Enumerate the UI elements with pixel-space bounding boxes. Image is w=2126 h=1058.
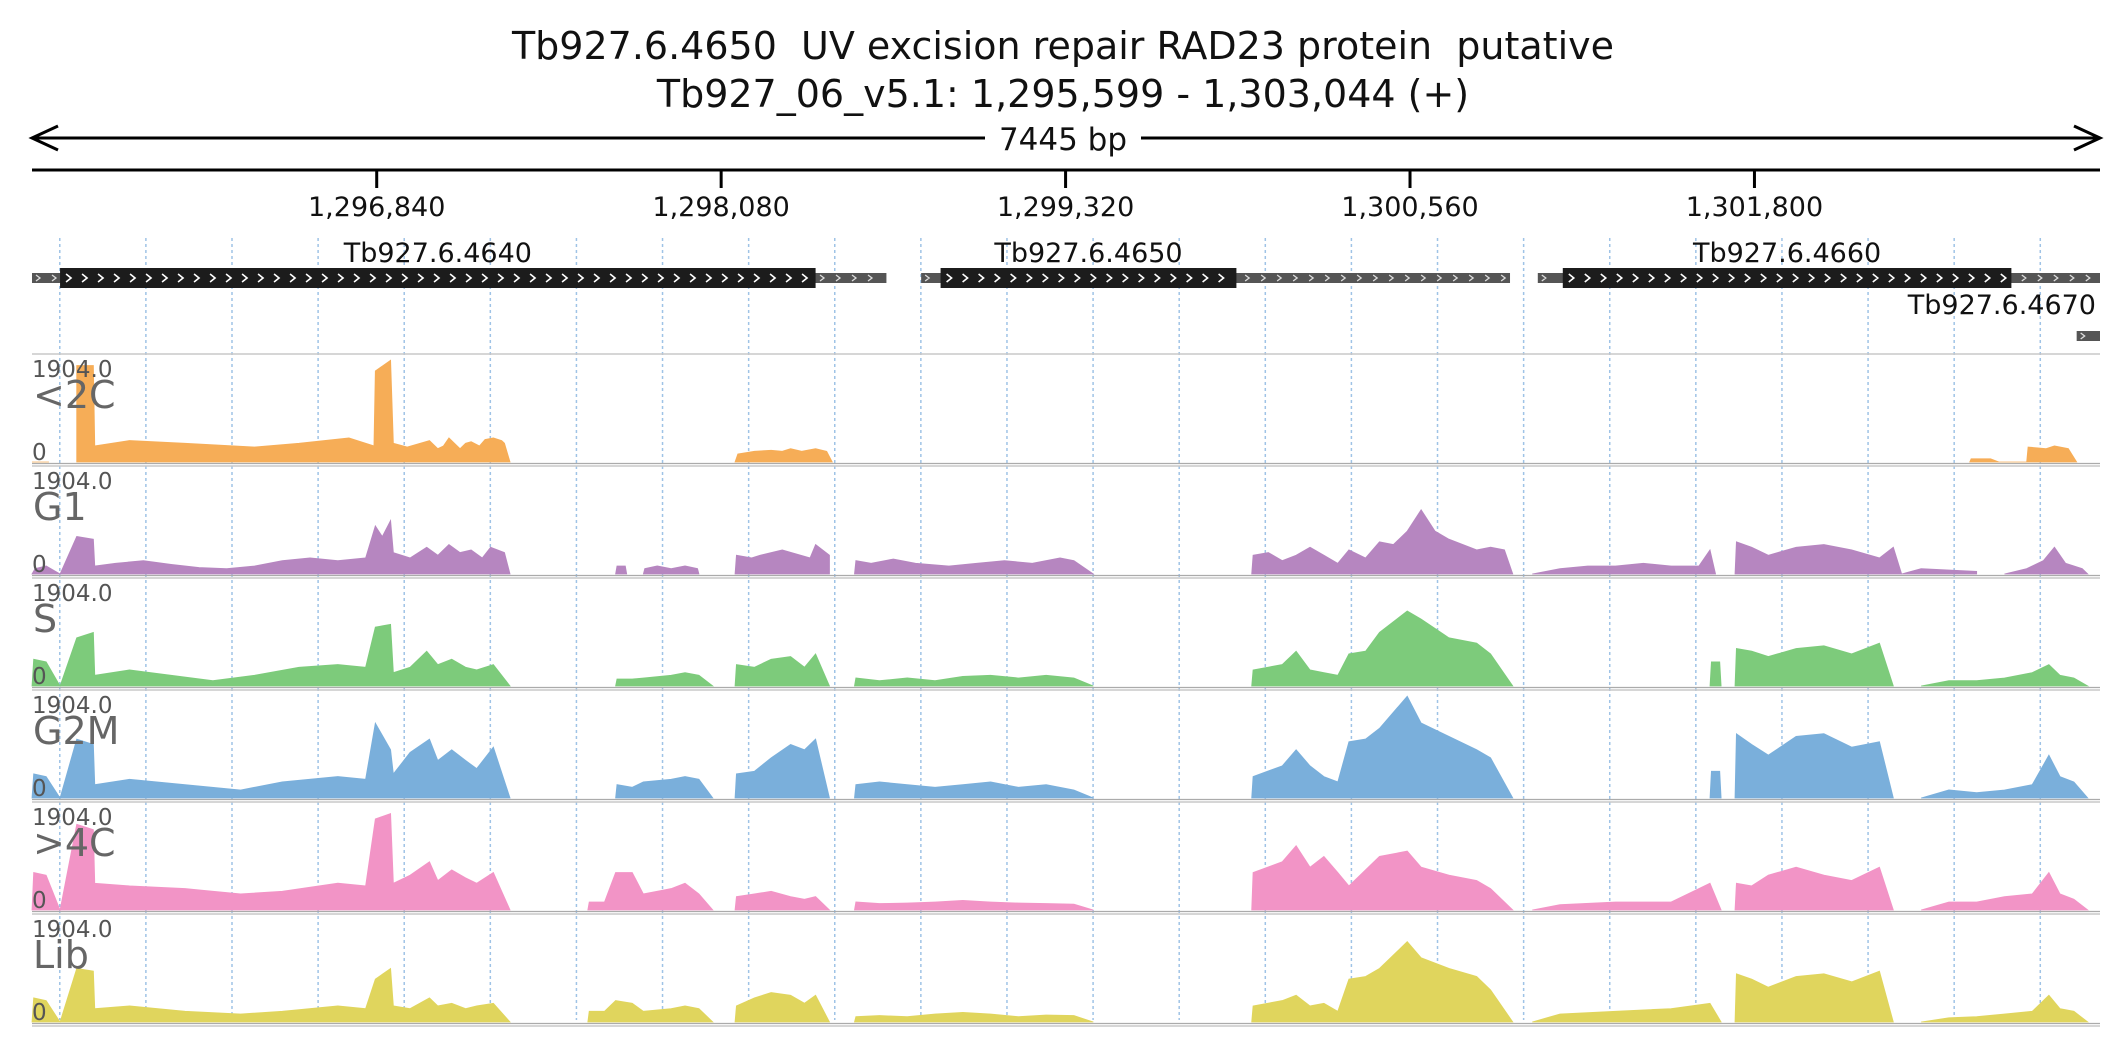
coverage-area [615,672,714,687]
gene-utr-chevrons [2080,332,2086,340]
y-min-label: 0 [32,776,47,802]
y-min-label: 0 [32,440,47,466]
gene-utr [2076,331,2100,341]
coverage-area [1251,941,1514,1023]
coverage-area [734,738,830,799]
x-tick-label: 1,298,080 [652,192,789,223]
coverage-area [31,519,511,575]
coverage-area [1734,970,1894,1023]
coverage-area [587,1000,714,1023]
coverage-area [1969,445,2078,463]
coverage-area [734,992,831,1023]
y-min-label: 0 [32,552,47,578]
gene-label: Tb927.6.4640 [343,238,532,269]
coverage-area [854,557,1095,575]
coverage-area [1532,1002,1722,1023]
coverage-area [1921,871,2089,911]
coverage-area [1734,866,1894,911]
gene-cds [1562,268,2012,288]
gene-utr-chevrons [35,274,874,282]
coverage-area [31,813,511,912]
track-name-label: <2C [33,373,116,417]
coverage-area [1734,642,1894,687]
gene-label: Tb927.6.4660 [1692,238,1881,269]
coverage-area [1532,882,1722,911]
coverage-area [31,623,511,687]
x-tick-label: 1,301,800 [1686,192,1823,223]
coverage-area [1532,548,1717,575]
span-label-bg [985,118,1141,158]
y-max-label: 1904.0 [32,469,112,495]
chart-title: Tb927.6.4650 UV excision repair RAD23 pr… [511,24,1615,68]
track-name-label: Lib [33,933,89,977]
coverage-area [31,721,511,799]
track-name-label: G1 [33,485,87,529]
coverage-area [1734,541,1978,575]
coverage-area [587,872,714,911]
coverage-area [1734,732,1894,799]
gene-strand-chevrons [1568,273,2008,283]
x-tick-label: 1,299,320 [997,192,1134,223]
coverage-area [1709,770,1722,799]
y-max-label: 1904.0 [32,581,112,607]
coverage-area [1921,994,2089,1023]
chart-subtitle: Tb927_06_v5.1: 1,295,599 - 1,303,044 (+) [656,72,1470,116]
coverage-area [854,674,1094,687]
coverage-area [1709,661,1722,687]
coverage-area [1251,610,1514,687]
gene-strand-chevrons [65,273,809,283]
coverage-area [734,448,833,463]
y-max-label: 1904.0 [32,805,112,831]
coverage-area [615,565,628,575]
coverage-area [31,967,511,1023]
coverage-area [734,890,831,911]
x-tick-label: 1,296,840 [308,192,445,223]
coverage-area [615,776,714,799]
track-name-label: >4C [33,821,116,865]
span-label: 7445 bp [999,122,1127,158]
track-name-label: G2M [33,709,119,753]
gene-strand-chevrons [946,273,1225,283]
x-tick-label: 1,300,560 [1341,192,1478,223]
y-min-label: 0 [32,1000,47,1026]
y-min-label: 0 [32,664,47,690]
gene-utr-chevrons [1541,274,2091,282]
coverage-area [853,1011,1094,1023]
gene-cds [940,268,1237,288]
y-min-label: 0 [32,888,47,914]
coverage-area [734,543,830,575]
coverage-area [1251,695,1514,799]
coverage-area [1251,508,1514,575]
coverage-area [76,359,511,463]
coverage-area [1921,754,2089,799]
y-max-label: 1904.0 [32,917,112,943]
coverage-area [642,565,700,575]
y-max-label: 1904.0 [32,693,112,719]
gene-label: Tb927.6.4670 [1907,290,2096,321]
span-arrow-left [28,124,59,152]
coverage-area [854,899,1094,911]
coverage-area [1921,664,2090,687]
coverage-area [2004,546,2089,575]
coverage-area [734,653,831,687]
gene-label: Tb927.6.4650 [993,238,1182,269]
gene-utr-chevrons [924,274,1507,282]
coverage-area [1251,845,1514,911]
track-name-label: S [33,597,57,641]
y-max-label: 1904.0 [32,357,112,383]
span-arrow-right [2073,124,2104,152]
coverage-area [854,781,1094,799]
